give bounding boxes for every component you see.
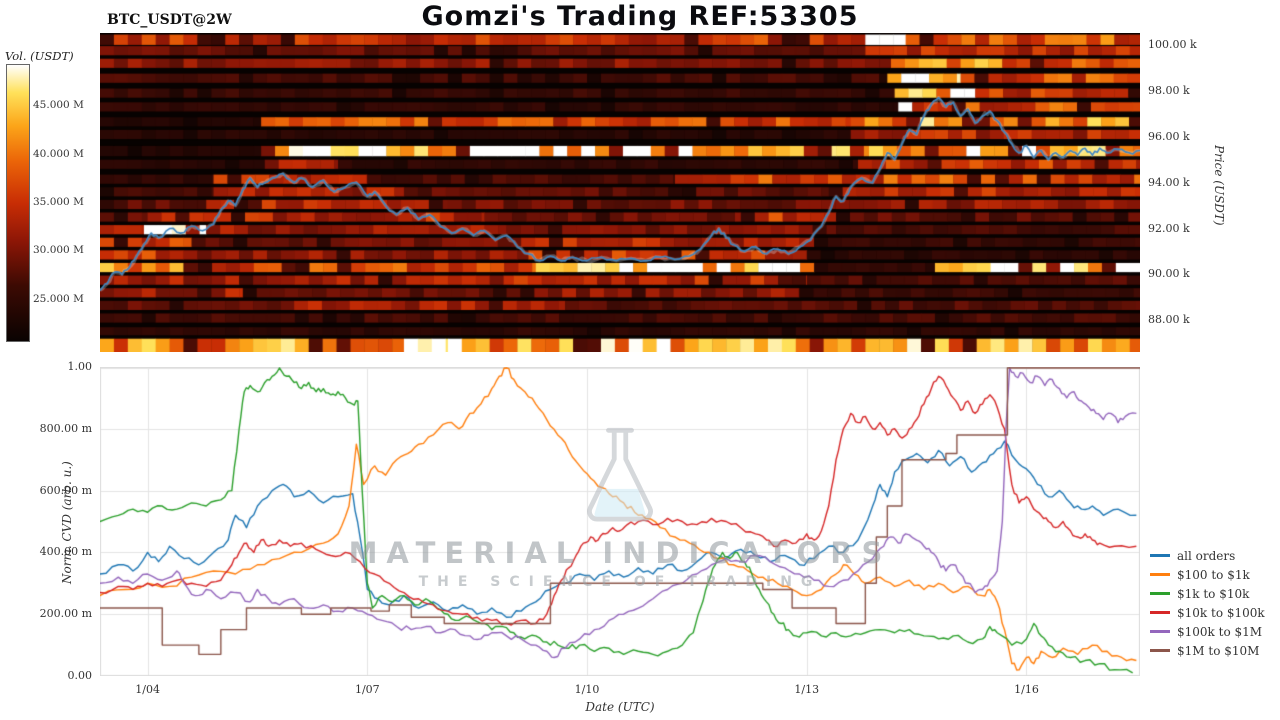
liquidity-heatmap-canvas[interactable] — [100, 33, 1140, 352]
legend-label: $1M to $10M — [1177, 643, 1260, 658]
cvd-tick-label: 800.00 m — [39, 421, 92, 435]
cvd-tick-label: 400.00 m — [39, 545, 92, 559]
cvd-tick-label: 0.00 — [67, 669, 93, 682]
price-tick-label: 92.00 k — [1148, 221, 1190, 235]
legend-label: $1k to $10k — [1177, 586, 1250, 601]
colorbar-tick-label: 35.000 M — [33, 196, 84, 208]
legend-item: all orders — [1150, 546, 1265, 565]
cvd-tick-label: 200.00 m — [39, 607, 92, 621]
legend-item: $100 to $1k — [1150, 565, 1265, 584]
legend-label: all orders — [1177, 548, 1236, 563]
legend-swatch — [1150, 649, 1170, 652]
date-tick-label: 1/07 — [354, 683, 380, 696]
symbol-timeframe-label: BTC_USDT@2W — [107, 12, 232, 28]
colorbar-tick-label: 40.000 M — [33, 147, 84, 160]
legend-label: $10k to $100k — [1177, 605, 1265, 620]
legend-label: $100k to $1M — [1177, 624, 1263, 639]
cvd-axis-label: Norm. CVD (arb. u.) — [60, 461, 74, 585]
legend-label: $100 to $1k — [1177, 567, 1250, 582]
cvd-chart-canvas[interactable] — [100, 367, 1140, 676]
price-axis-label: Price (USDT) — [1212, 144, 1226, 226]
volume-colorbar — [6, 64, 30, 342]
price-tick-label: 96.00 k — [1148, 129, 1190, 143]
date-tick-label: 1/16 — [1014, 683, 1039, 696]
legend-item: $10k to $100k — [1150, 603, 1265, 622]
cvd-tick-label: 600.00 m — [39, 483, 92, 497]
colorbar-title: Vol. (USDT) — [5, 49, 74, 63]
legend-item: $1M to $10M — [1150, 641, 1265, 660]
price-tick-label: 88.00 k — [1148, 313, 1190, 327]
date-tick-label: 1/04 — [135, 683, 160, 696]
price-tick-label: 94.00 k — [1148, 175, 1190, 189]
price-tick-label: 98.00 k — [1148, 83, 1190, 97]
colorbar-tick-label: 25.000 M — [33, 292, 84, 305]
legend-swatch — [1150, 554, 1170, 557]
legend-item: $100k to $1M — [1150, 622, 1265, 641]
legend-swatch — [1150, 592, 1170, 595]
page-title: Gomzi's Trading REF:53305 — [421, 1, 859, 32]
colorbar-tick-label: 45.000 M — [33, 99, 84, 112]
legend-item: $1k to $10k — [1150, 584, 1265, 603]
legend: all orders $100 to $1k $1k to $10k $10k to … — [1150, 546, 1265, 660]
cvd-tick-label: 1.00 — [67, 360, 93, 373]
date-tick-label: 1/13 — [794, 683, 820, 696]
legend-swatch — [1150, 611, 1170, 614]
colorbar-tick-label: 30.000 M — [33, 244, 84, 257]
price-tick-label: 90.00 k — [1148, 267, 1190, 281]
date-tick-label: 1/10 — [574, 683, 600, 696]
date-axis-label: Date (UTC) — [585, 700, 655, 714]
legend-swatch — [1150, 630, 1170, 633]
price-tick-label: 100.00 k — [1148, 37, 1197, 51]
legend-swatch — [1150, 573, 1170, 576]
